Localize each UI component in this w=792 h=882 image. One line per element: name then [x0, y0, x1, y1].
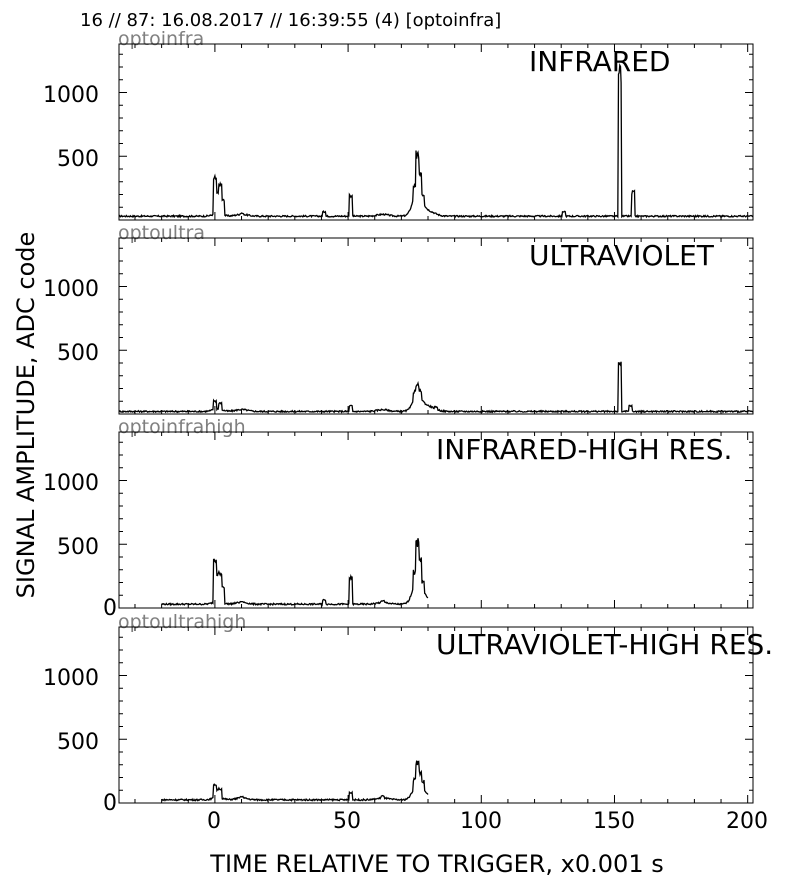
y-tick-label: 1000: [43, 666, 99, 691]
panel-title: INFRARED-HIGH RES.: [436, 433, 732, 466]
signal-trace: [161, 760, 429, 803]
y-tick-label: 1000: [43, 471, 99, 496]
y-tick-label: 500: [57, 341, 99, 366]
y-tick-label: 0: [103, 596, 117, 621]
figure-header: 16 // 87: 16.08.2017 // 16:39:55 (4) [op…: [80, 10, 501, 31]
y-tick-label: 500: [57, 535, 99, 560]
y-axis-label: SIGNAL AMPLITUDE, ADC code: [12, 232, 40, 599]
y-tick-label: 1000: [43, 83, 99, 108]
tick-marks: [119, 627, 753, 803]
y-tick-label: 0: [103, 791, 117, 816]
y-tick-label: 1000: [43, 277, 99, 302]
y-tick-label: 500: [57, 147, 99, 172]
panel-title: INFRARED: [529, 45, 671, 78]
plot-frame: [118, 626, 754, 804]
x-tick-label: 0: [207, 809, 221, 834]
plot-frame: [118, 237, 754, 415]
panel-channel-label: optoultrahigh: [118, 611, 246, 633]
tick-mark-set: [119, 627, 753, 803]
x-tick-label: 100: [460, 809, 502, 834]
panel-ultraviolet-high: optoultrahigh ULTRAVIOLET-HIGH RES. 1000…: [43, 611, 773, 816]
signal-trace: [118, 62, 754, 219]
x-tick-label: 50: [333, 809, 361, 834]
panel-infrared: optoinfra INFRARED 1000 500: [43, 28, 754, 221]
panel-ultraviolet: optoultra ULTRAVIOLET 1000 500: [43, 222, 754, 415]
panel-infrared-high: optoinfrahigh INFRARED-HIGH RES. 1000 50…: [43, 416, 754, 621]
plot-frame: [118, 43, 754, 221]
x-tick-label: 150: [593, 809, 635, 834]
panel-title: ULTRAVIOLET: [529, 239, 715, 272]
signal-trace: [118, 361, 754, 414]
y-tick-label: 500: [57, 730, 99, 755]
panel-channel-label: optoinfra: [118, 28, 204, 50]
x-tick-label: 200: [726, 809, 768, 834]
panel-channel-label: optoinfrahigh: [118, 416, 246, 438]
panel-title: ULTRAVIOLET-HIGH RES.: [436, 628, 773, 661]
x-axis-label: TIME RELATIVE TO TRIGGER, x0.001 s: [209, 850, 663, 878]
signal-trace: [161, 538, 429, 607]
plot-frame: [118, 431, 754, 609]
